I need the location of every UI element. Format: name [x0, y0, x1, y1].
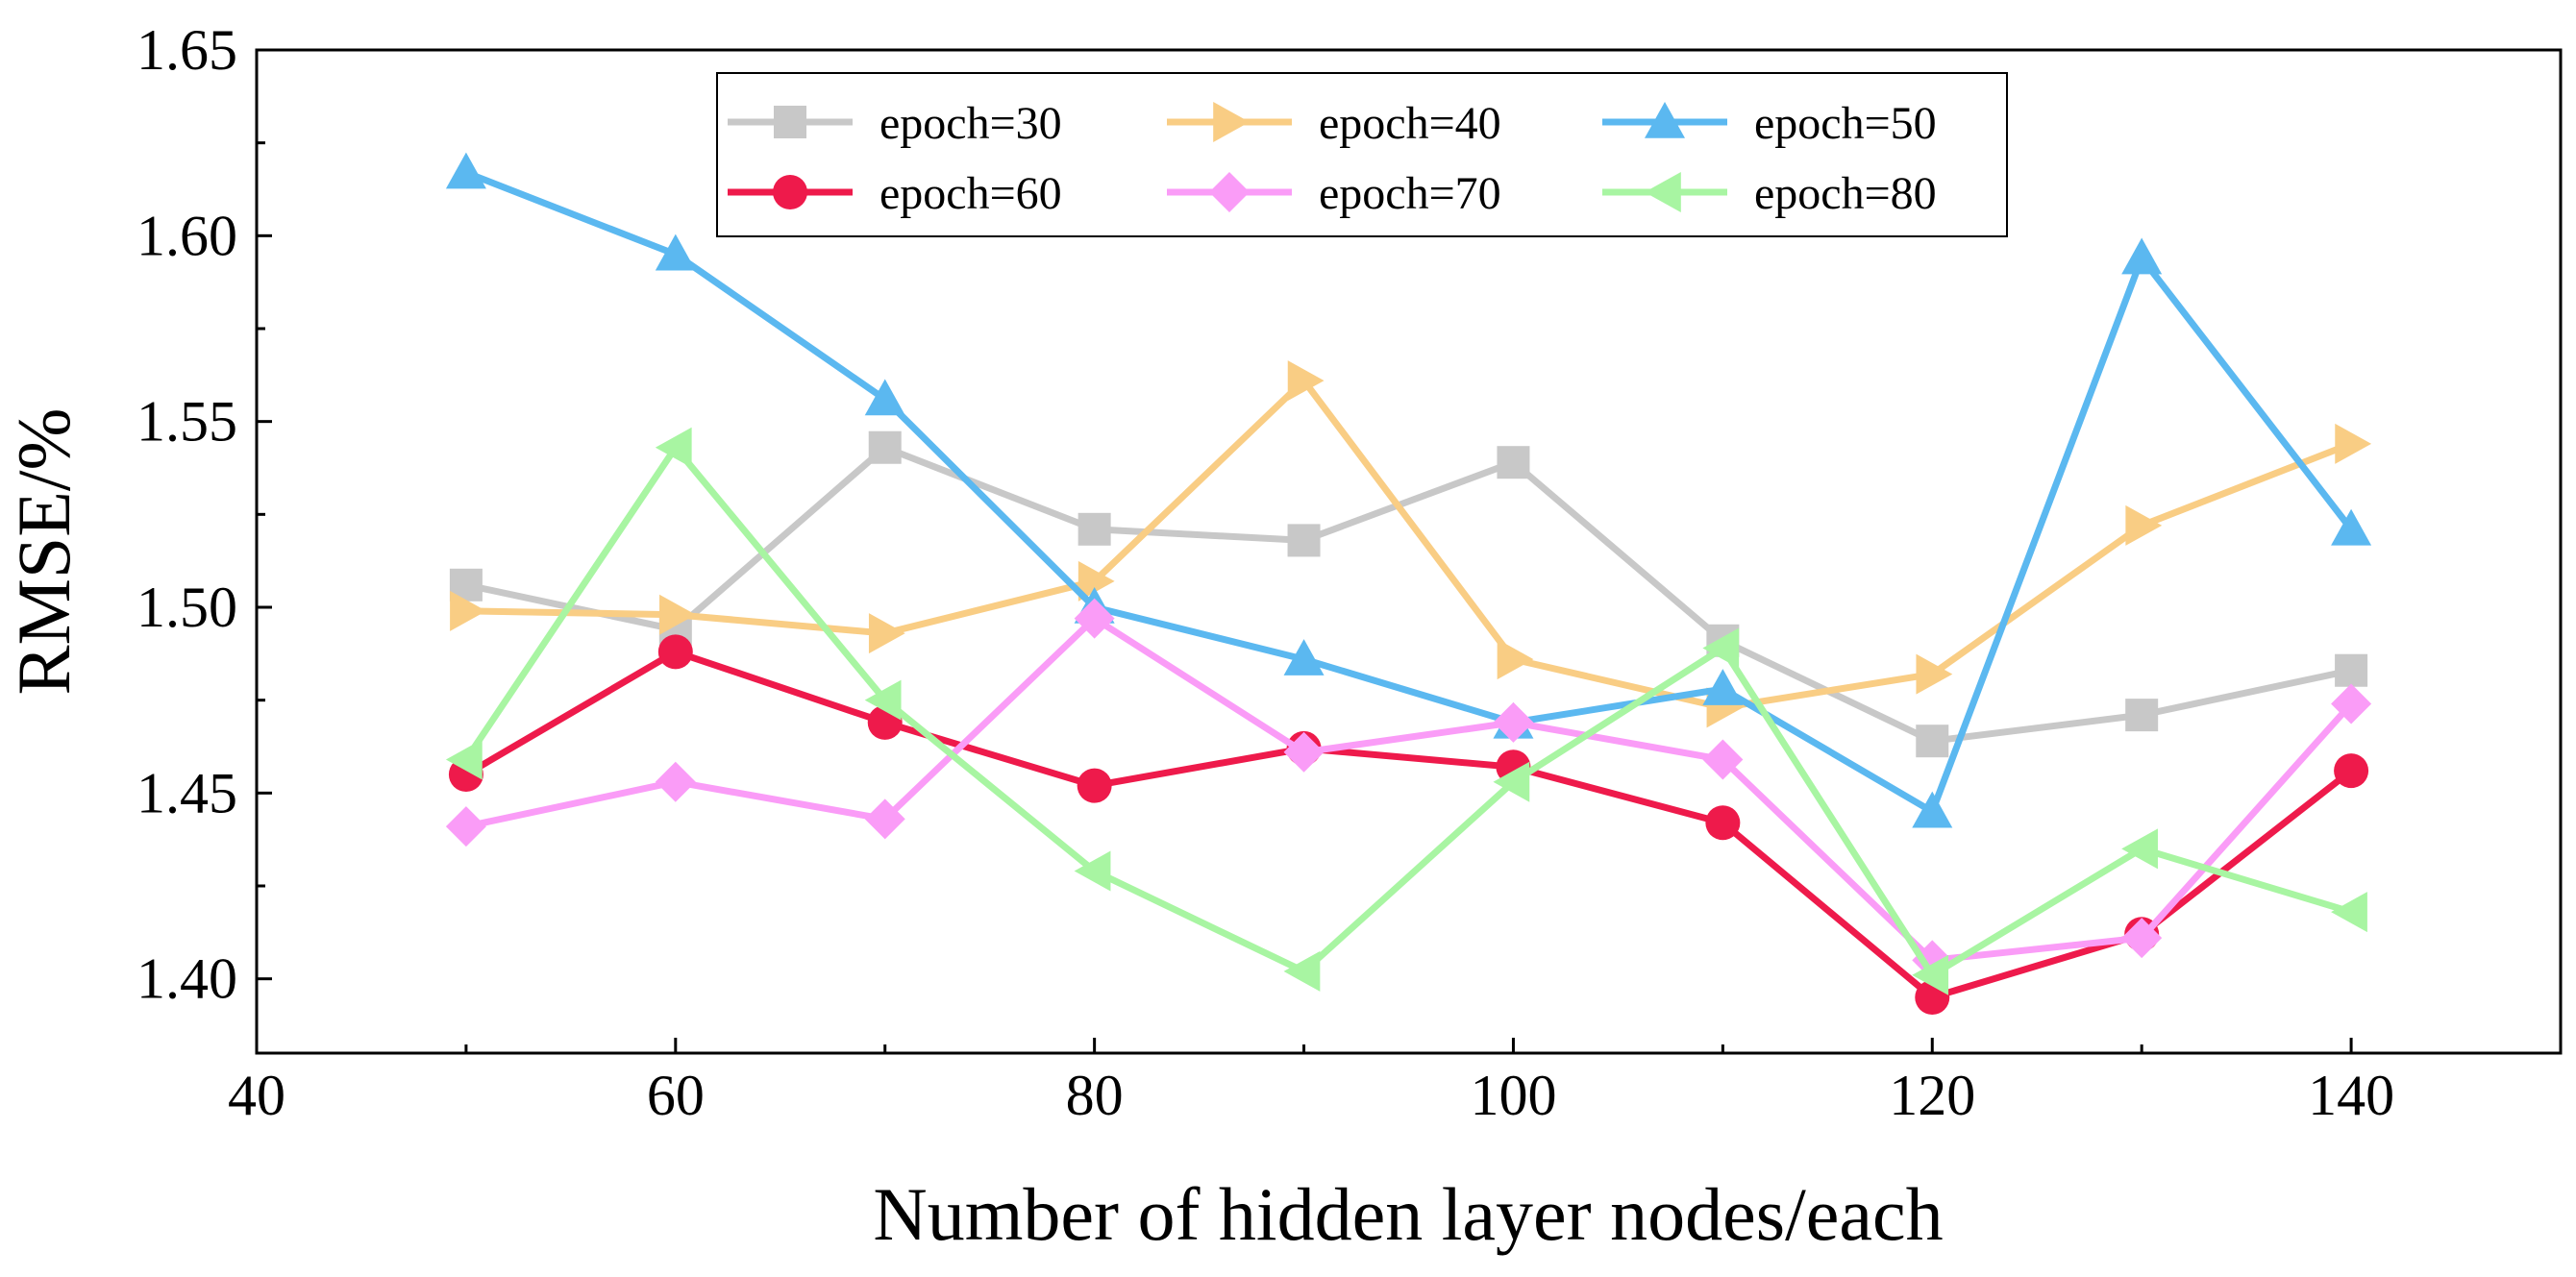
data-point-epoch-40: [2335, 423, 2372, 464]
series-lines: [445, 152, 2372, 1015]
series-epoch-30: [449, 430, 2368, 758]
data-point-epoch-40: [1916, 653, 1953, 695]
plot-frame: [255, 48, 2563, 1055]
data-point-epoch-60: [2334, 753, 2369, 789]
data-point-epoch-40: [450, 590, 486, 631]
data-point-epoch-70: [1283, 731, 1325, 773]
legend-label: epoch=70: [1319, 168, 1501, 219]
x-tick-label: 80: [1066, 1064, 1124, 1127]
legend-entry-epoch-80: epoch=80: [1602, 168, 1937, 219]
data-point-epoch-50: [1702, 669, 1744, 705]
data-point-epoch-60: [1705, 805, 1741, 841]
legend-marker-epoch-50: [1645, 102, 1685, 138]
legend-label: epoch=40: [1319, 98, 1501, 149]
legend-entry-epoch-50: epoch=50: [1602, 98, 1937, 149]
x-axis-title: Number of hidden layer nodes/each: [873, 1172, 1943, 1256]
data-point-epoch-50: [2331, 508, 2372, 546]
legend-marker-epoch-40: [1213, 102, 1250, 142]
legend: epoch=30 epoch=40 epoch=50 epoch=60 epoch=70…: [716, 72, 2008, 237]
series-epoch-50: [445, 152, 2372, 828]
data-point-epoch-40: [1497, 639, 1534, 680]
data-point-epoch-30: [2125, 699, 2159, 732]
legend-label: epoch=80: [1754, 168, 1937, 219]
data-point-epoch-80: [1074, 850, 1111, 892]
y-tick-label: 1.50: [136, 576, 237, 639]
data-point-epoch-50: [864, 379, 905, 416]
data-point-epoch-40: [1287, 360, 1325, 402]
data-point-epoch-50: [655, 233, 696, 271]
axis-tick-labels: 40 60 80 100 120 140 1.40 1.45 1.50 1.55 1.60 1.65: [136, 18, 2394, 1127]
y-tick-label: 1.55: [136, 390, 237, 454]
x-tick-label: 140: [2308, 1064, 2394, 1127]
series-epoch-80: [445, 427, 2367, 995]
x-tick-label: 120: [1889, 1064, 1975, 1127]
data-point-epoch-70: [1702, 739, 1744, 780]
legend-entry-epoch-70: epoch=70: [1167, 168, 1501, 219]
data-point-epoch-80: [2331, 892, 2367, 933]
legend-marker-epoch-80: [1645, 172, 1681, 212]
data-point-epoch-70: [2331, 683, 2372, 724]
data-point-epoch-70: [445, 806, 486, 847]
data-point-epoch-70: [2121, 918, 2163, 959]
data-point-epoch-70: [864, 798, 905, 840]
legend-marker-epoch-30: [774, 106, 806, 138]
data-point-epoch-80: [864, 679, 902, 721]
data-point-epoch-30: [1287, 524, 1321, 557]
legend-entry-epoch-60: epoch=60: [728, 168, 1062, 219]
data-point-epoch-40: [868, 613, 905, 654]
legend-marker-epoch-60: [773, 175, 807, 209]
data-point-epoch-80: [1702, 627, 1740, 669]
series-line-epoch-60: [462, 648, 2355, 1001]
data-point-epoch-80: [1912, 954, 1949, 995]
data-point-epoch-50: [2121, 237, 2163, 275]
series-line-epoch-30: [462, 444, 2355, 745]
series-line-epoch-80: [462, 444, 2355, 979]
data-point-epoch-40: [2125, 504, 2163, 546]
data-point-epoch-60: [1077, 768, 1112, 803]
y-tick-label: 1.60: [136, 204, 237, 267]
data-point-epoch-70: [655, 761, 696, 802]
data-point-epoch-40: [659, 594, 696, 635]
axis-ticks: [255, 48, 2353, 1053]
data-point-epoch-60: [657, 634, 693, 670]
data-point-epoch-30: [1077, 512, 1111, 546]
y-tick-label: 1.65: [136, 18, 237, 82]
data-point-epoch-30: [868, 430, 902, 464]
data-point-epoch-50: [1283, 639, 1325, 675]
data-point-epoch-30: [1497, 446, 1530, 479]
series-epoch-70: [445, 598, 2372, 981]
x-tick-label: 40: [228, 1064, 285, 1127]
data-point-epoch-70: [1074, 598, 1115, 639]
data-point-epoch-50: [1912, 791, 1953, 828]
data-point-epoch-70: [1493, 701, 1534, 743]
x-tick-label: 60: [647, 1064, 705, 1127]
legend-label: epoch=50: [1754, 98, 1937, 149]
y-tick-label: 1.45: [136, 761, 237, 824]
legend-marker-epoch-70: [1209, 172, 1250, 212]
series-line-epoch-70: [462, 615, 2355, 964]
data-point-epoch-80: [2121, 828, 2158, 870]
data-point-epoch-80: [1283, 950, 1321, 992]
data-point-epoch-30: [2335, 653, 2368, 687]
legend-box: [716, 72, 2008, 237]
legend-label: epoch=60: [879, 168, 1062, 219]
data-point-epoch-40: [1077, 560, 1115, 602]
data-point-epoch-80: [655, 427, 692, 468]
y-tick-label: 1.40: [136, 947, 237, 1011]
legend-entry-epoch-40: epoch=40: [1167, 98, 1501, 149]
legend-label: epoch=30: [879, 98, 1062, 149]
data-point-epoch-80: [1493, 761, 1530, 802]
x-tick-label: 100: [1470, 1064, 1556, 1127]
data-point-epoch-50: [445, 152, 486, 189]
legend-entry-epoch-30: epoch=30: [728, 98, 1062, 149]
data-point-epoch-80: [445, 739, 483, 780]
series-epoch-40: [450, 360, 2372, 728]
y-axis-title: RMSE/%: [2, 407, 86, 695]
series-line-epoch-40: [462, 377, 2355, 711]
series-line-epoch-50: [462, 169, 2355, 816]
data-point-epoch-30: [1916, 724, 1949, 758]
